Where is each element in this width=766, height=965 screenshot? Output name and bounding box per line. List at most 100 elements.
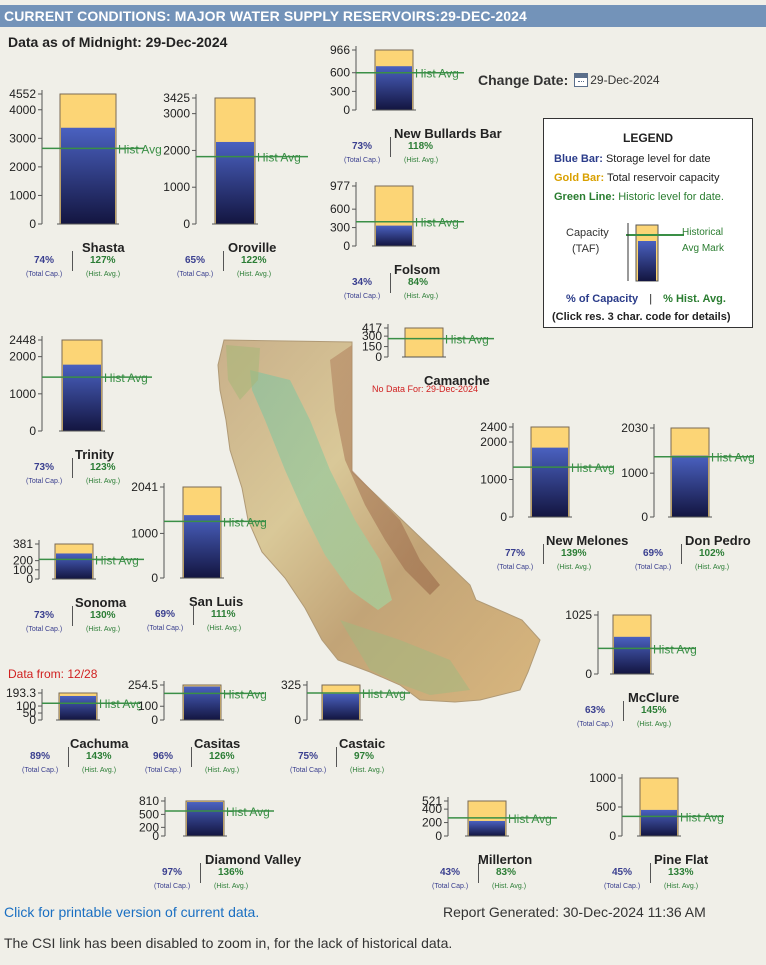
report-generated: Report Generated: 30-Dec-2024 11:36 AM [443,904,706,920]
legend-pct-sep: | [649,293,653,305]
folsom-hist-avg-label: Hist Avg [415,216,459,230]
mcclure-total-cap-label: (Total Cap.) [577,721,614,728]
change-date: Change Date: 29-Dec-2024 [478,72,660,88]
don-pedro-pct-hist: 102% [699,548,725,559]
legend-historical-label: Historical [682,227,724,238]
trinity-name-link[interactable]: Trinity [75,447,115,462]
sonoma-pct-separator [72,606,73,626]
casitas-tick-label: 254.5 [128,678,158,692]
millerton-name-link[interactable]: Millerton [478,852,533,867]
castaic-name-link[interactable]: Castaic [339,736,386,751]
don-pedro-chart: 2030 1000 0 Hist Avg [621,421,755,524]
diamond-valley-pct-hist: 136% [218,867,244,878]
new-melones-tick-label: 2000 [480,435,507,449]
casitas-hist-avg-label: Hist Avg [223,687,267,701]
diamond-valley-tick-label: 200 [139,820,159,834]
change-date-value[interactable]: 29-Dec-2024 [590,73,660,87]
trinity-pct-hist: 123% [90,462,116,473]
casitas-tick-label: 0 [151,713,158,727]
data-as-of: Data as of Midnight: 29-Dec-2024 [8,34,228,50]
casitas-name-link[interactable]: Casitas [194,736,241,751]
calendar-icon[interactable] [574,73,589,87]
oroville-hist-avg-label: Hist Avg [257,151,301,165]
pine-flat-pct-capacity: 45% [612,867,633,878]
camanche-tick-label: 300 [362,329,382,343]
san-luis-name-link[interactable]: San Luis [189,594,244,609]
castaic-storage-bar [323,693,359,720]
legend-blue-row: Blue Bar: Storage level for date [554,153,711,165]
millerton-storage-bar [469,820,505,836]
casitas-pct-separator [191,747,192,767]
trinity-chart: 2448 2000 1000 0 Hist Avg [9,333,152,438]
camanche-name-link[interactable]: Camanche [424,373,490,388]
legend-capacity-label: Capacity [566,227,609,239]
don-pedro-name-link[interactable]: Don Pedro [685,533,751,548]
new-melones-storage-bar [532,447,568,517]
page-title: CURRENT CONDITIONS: MAJOR WATER SUPPLY R… [0,5,766,27]
new-melones-tick-label: 2400 [480,420,507,434]
camanche-no-data: No Data For: 29-Dec-2024 [372,384,479,394]
shasta-storage-bar [61,127,115,224]
shasta-hist-avg-small-label: (Hist. Avg.) [86,271,121,278]
folsom-pct-hist: 84% [408,277,429,288]
pine-flat-name-link[interactable]: Pine Flat [654,852,709,867]
don-pedro-tick-label: 0 [641,510,648,524]
new-melones-pct-capacity: 77% [505,548,526,559]
legend-click-note: (Click res. 3 char. code for details) [552,311,731,323]
legend-green-text: Historic level for date. [618,191,724,203]
sonoma-name-link[interactable]: Sonoma [75,595,127,610]
castaic-pct-capacity: 75% [298,751,319,762]
new-melones-pct-hist: 139% [561,548,587,559]
millerton-tick-label: 400 [422,802,442,816]
oroville-pct-capacity: 65% [185,255,206,266]
san-luis-total-cap-label: (Total Cap.) [147,625,184,632]
legend-blue-text: Storage level for date [605,153,711,165]
socal-coast [340,620,470,695]
printable-version-link[interactable]: Click for printable version of current d… [4,904,260,920]
diamond-valley-tick-label: 0 [152,829,159,843]
mcclure-hist-avg-small-label: (Hist. Avg.) [637,721,672,728]
new-bullards-bar-pct-capacity: 73% [352,141,373,152]
new-bullards-bar-name-link[interactable]: New Bullards Bar [394,126,502,141]
millerton-pct-separator [478,863,479,883]
cachuma-hist-avg-label: Hist Avg [99,697,143,711]
oroville-pct-hist: 122% [241,255,267,266]
new-melones-total-cap-label: (Total Cap.) [497,564,534,571]
new-melones-name-link[interactable]: New Melones [546,533,629,548]
north-coast [226,345,260,400]
oroville-tick-label: 2000 [163,143,190,157]
trinity-storage-bar [63,364,101,431]
mcclure-name-link[interactable]: McClure [628,690,680,705]
folsom-storage-bar [376,225,412,246]
cachuma-name-link[interactable]: Cachuma [70,736,129,751]
legend-box: LEGEND Blue Bar: Storage level for date … [543,118,753,328]
new-bullards-bar-storage-bar [376,66,412,110]
diamond-valley-name-link[interactable]: Diamond Valley [205,852,302,867]
sonoma-tick-label: 381 [13,537,33,551]
casitas-chart: 254.5 1000 Hist Avg [128,678,267,727]
casitas-hist-avg-small-label: (Hist. Avg.) [205,767,240,774]
oroville-name-link[interactable]: Oroville [228,240,277,255]
legend-green-row: Green Line: Historic level for date. [554,191,724,203]
folsom-name-link[interactable]: Folsom [394,262,441,277]
new-bullards-bar-hist-avg-small-label: (Hist. Avg.) [404,157,439,164]
trinity-tick-label: 2000 [9,350,36,364]
cachuma-tick-label: 193.3 [6,686,36,700]
shasta-name-link[interactable]: Shasta [82,240,125,255]
diamond-valley-storage-bar [187,802,223,836]
cachuma-pct-separator [68,747,69,767]
legend-blue-label: Blue Bar: [554,153,603,165]
cachuma-tick-label: 100 [16,699,36,713]
diamond-valley-tick-label: 500 [139,807,159,821]
castaic-tick-label: 325 [281,678,301,692]
shasta-chart: 4552 4000 3000 2000 1000 0 Hist Avg [9,87,162,231]
diamond-valley-tick-label: 810 [139,794,159,808]
san-luis-storage-bar [184,515,220,578]
legend-title: LEGEND [622,131,673,145]
new-bullards-bar-tick-label: 966 [330,43,350,57]
central-valley [250,370,392,610]
folsom-total-cap-label: (Total Cap.) [344,293,381,300]
don-pedro-tick-label: 2030 [621,421,648,435]
